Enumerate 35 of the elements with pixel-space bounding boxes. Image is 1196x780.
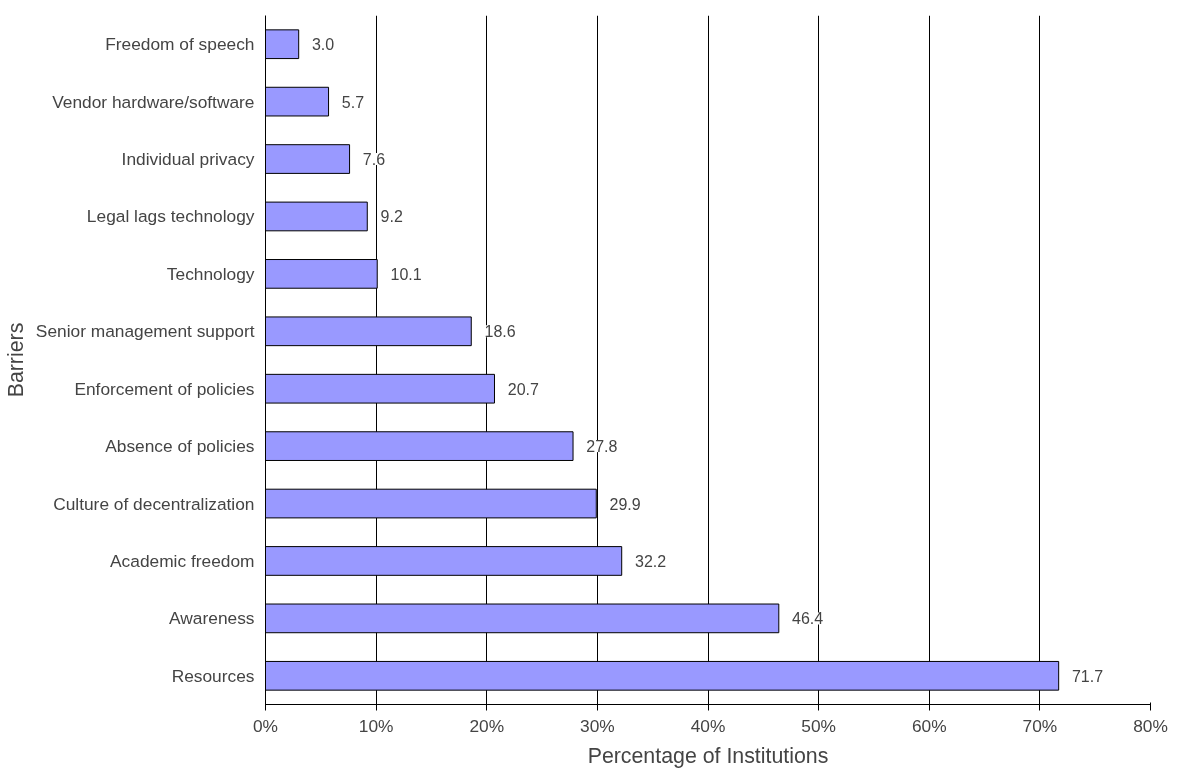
data-label: 29.9 [609, 495, 641, 513]
data-label: 20.7 [507, 380, 540, 398]
y-tick-label: Vendor hardware/software [52, 91, 255, 112]
y-tick-label: Technology [166, 263, 255, 284]
x-tick-label: 10% [358, 715, 394, 736]
x-tick-label: 70% [1022, 715, 1058, 736]
x-tick-label: 20% [469, 715, 505, 736]
x-tick-label: 0% [252, 715, 279, 736]
x-axis-title: Percentage of Institutions [587, 743, 829, 768]
data-label: 32.2 [634, 552, 667, 570]
data-label: 71.7 [1071, 667, 1104, 685]
data-label: 7.6 [362, 151, 386, 169]
y-tick-label: Individual privacy [121, 149, 255, 170]
y-tick-label: Academic freedom [110, 550, 255, 571]
y-tick-label: Awareness [169, 608, 255, 629]
y-axis-title: Barriers [3, 322, 28, 398]
data-label: 46.4 [792, 610, 824, 628]
data-label: 18.6 [484, 323, 516, 341]
data-label: 5.7 [341, 93, 365, 111]
y-tick-label: Enforcement of policies [74, 378, 255, 399]
data-label: 9.2 [380, 208, 403, 226]
y-tick-label: Legal lags technology [86, 206, 255, 227]
data-label: 3.0 [311, 36, 335, 54]
y-tick-label: Culture of decentralization [53, 493, 255, 514]
x-tick-label: 60% [911, 715, 947, 736]
x-tick-label: 50% [801, 715, 836, 736]
y-tick-label: Resources [171, 665, 255, 686]
x-tick-label: 30% [580, 715, 615, 736]
data-label: 10.1 [390, 265, 422, 283]
data-label: 27.8 [586, 438, 618, 456]
y-tick-label: Freedom of speech [105, 34, 255, 55]
x-tick-label: 80% [1133, 715, 1168, 736]
x-tick-label: 40% [690, 715, 726, 736]
y-tick-label: Absence of policies [105, 436, 255, 457]
y-tick-label: Senior management support [35, 321, 255, 342]
